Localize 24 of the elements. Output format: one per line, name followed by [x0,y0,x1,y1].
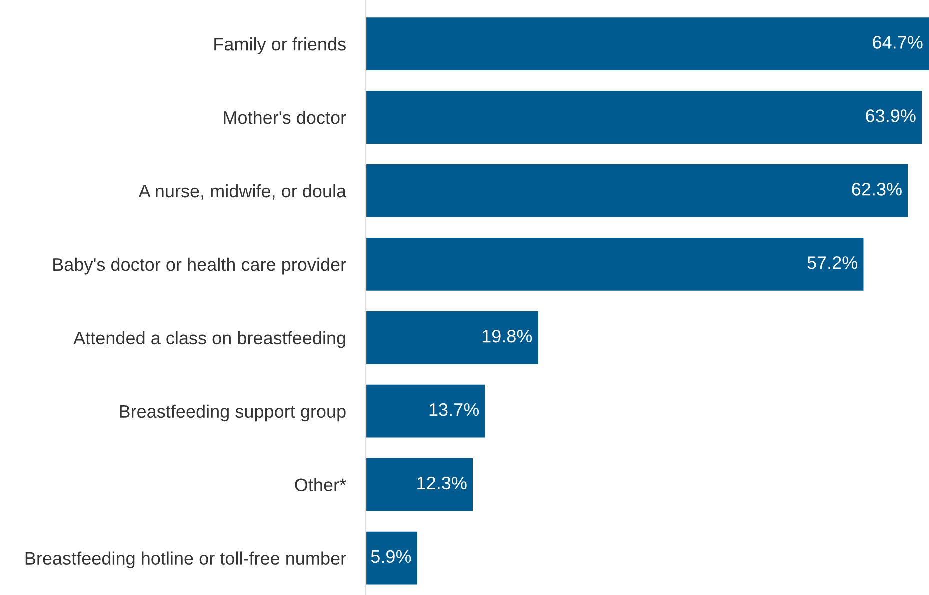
y-tick-label: Family or friends [214,38,346,54]
data-label: 12.3% [418,476,467,490]
y-tick-label: Baby's doctor or health care provider [54,258,346,275]
bar [366,532,418,585]
y-tick-label: Breastfeeding hotline or toll-free number [26,552,346,569]
y-tick-label: Mother's doctor [224,110,346,124]
bar [366,164,908,218]
bar [366,91,922,144]
y-tick-label: Attended a class on breastfeeding [74,331,346,348]
bar [366,384,486,438]
data-label: 63.9% [866,110,916,122]
data-label: 5.9% [371,550,412,564]
bar [366,458,474,512]
y-tick-label: Breastfeeding support group [120,404,346,422]
data-label: 64.7% [873,36,923,49]
data-label: 57.2% [808,256,858,270]
y-tick-label: A nurse, midwife, or doula [138,184,347,200]
bar [366,238,864,291]
data-label: 13.7% [430,403,480,416]
y-tick-label: Other* [295,478,346,492]
bar [366,311,538,364]
data-label: 19.8% [482,330,532,343]
data-label: 62.3% [852,183,902,196]
bar [366,18,929,71]
